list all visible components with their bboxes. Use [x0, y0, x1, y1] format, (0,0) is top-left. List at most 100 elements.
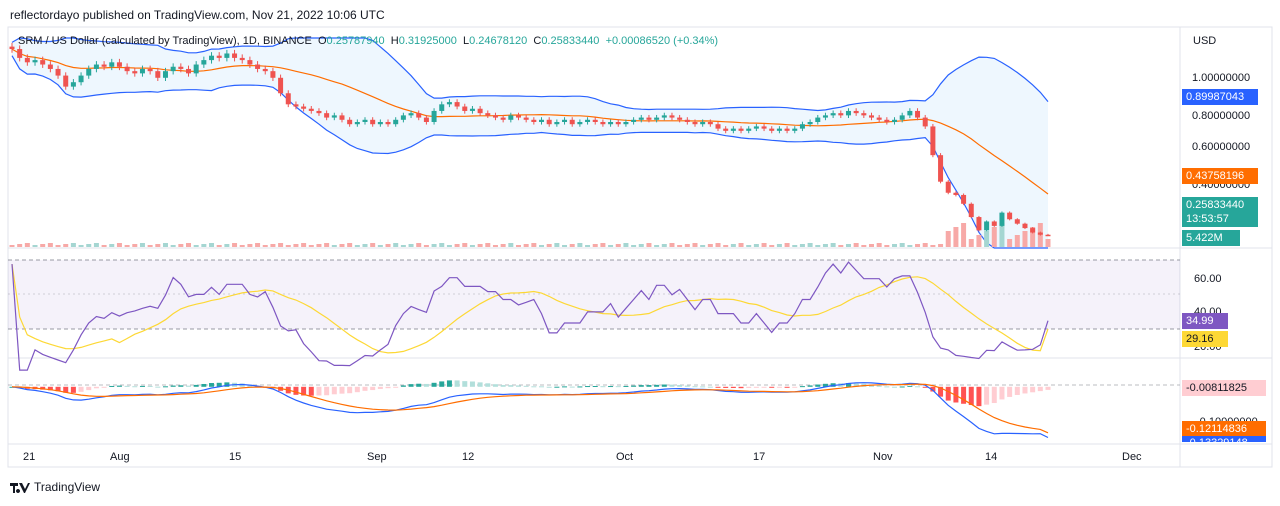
candle-body — [922, 117, 928, 127]
candle-body — [193, 64, 199, 74]
macd-histogram-bar — [868, 384, 874, 387]
volume-bar — [677, 245, 683, 247]
volume-bar — [523, 244, 529, 247]
volume-tag: 5.422M — [1182, 230, 1240, 246]
volume-bar — [393, 243, 399, 247]
macd-histogram-bar — [500, 385, 506, 387]
change-value: +0.00086520 (+0.34%) — [605, 35, 719, 47]
macd-histogram-bar — [892, 386, 898, 388]
candle-body — [385, 122, 391, 125]
volume-bar — [577, 243, 583, 247]
macd-signal-line — [11, 383, 1049, 434]
macd-histogram-bar — [876, 385, 882, 387]
candle-body — [730, 128, 736, 131]
macd-histogram-bar — [301, 386, 307, 396]
volume-bar — [976, 235, 982, 247]
rsi-band — [8, 260, 1180, 329]
macd-histogram-bar — [999, 386, 1005, 400]
candle-body — [531, 119, 537, 122]
candle-body — [331, 115, 337, 118]
volume-bar — [255, 243, 261, 247]
volume-bar — [915, 244, 921, 247]
macd-histogram-bar — [109, 385, 115, 387]
macd-histogram-bar — [408, 384, 414, 387]
volume-bar — [953, 227, 959, 247]
volume-bar — [446, 245, 452, 247]
macd-histogram-bar — [78, 386, 84, 392]
volume-bar — [9, 245, 15, 247]
volume-bar — [861, 245, 867, 247]
volume-bar — [324, 243, 330, 247]
macd-histogram-bar — [922, 386, 928, 388]
candle-body — [807, 122, 813, 125]
macd-histogram-bar — [769, 386, 775, 388]
volume-bar — [776, 244, 782, 247]
macd-histogram-bar — [1030, 386, 1036, 393]
candle-body — [845, 110, 851, 116]
macd-histogram-bar — [477, 382, 483, 387]
candle-body — [500, 117, 506, 120]
macd-histogram-bar — [93, 386, 99, 389]
macd-histogram-bar — [684, 385, 690, 387]
macd-histogram-bar — [454, 380, 460, 387]
macd-histogram-bar — [485, 383, 491, 387]
macd-histogram-bar — [853, 383, 859, 387]
volume-bar — [224, 244, 230, 247]
macd-histogram-bar — [569, 386, 575, 388]
close-label: C — [533, 35, 542, 47]
macd-histogram-bar — [822, 383, 828, 387]
macd-histogram-bar — [377, 386, 383, 389]
candle-body — [700, 122, 706, 125]
price-tick: 0.80000000 — [1192, 110, 1250, 122]
volume-bar — [63, 244, 69, 247]
candle-body — [454, 102, 460, 107]
candle-body — [646, 117, 652, 120]
volume-bar — [531, 243, 537, 247]
candle-body — [961, 194, 967, 204]
volume-bar — [930, 245, 936, 247]
bollinger-basis-line — [11, 48, 1049, 195]
candle-body — [915, 110, 921, 118]
macd-histogram-bar — [531, 386, 537, 388]
tradingview-logo-icon — [10, 482, 30, 493]
candle-body — [293, 104, 299, 107]
macd-histogram-bar — [938, 386, 944, 397]
volume-bar — [155, 244, 161, 247]
macd-histogram-bar — [393, 386, 399, 388]
volume-bar — [124, 245, 130, 247]
candle-body — [485, 113, 491, 116]
candle-body — [347, 119, 353, 125]
volume-bar — [1022, 231, 1028, 247]
macd-histogram-bar — [439, 381, 445, 387]
macd-histogram-bar — [707, 386, 713, 388]
macd-histogram-bar — [354, 386, 360, 393]
volume-bar — [308, 245, 314, 247]
volume-bar — [585, 245, 591, 247]
candle-body — [9, 46, 15, 50]
macd-histogram-bar — [562, 386, 568, 388]
macd-histogram-bar — [700, 386, 706, 388]
candle-body — [124, 66, 130, 72]
macd-histogram-bar — [170, 385, 176, 387]
macd-histogram-bar — [961, 386, 967, 404]
candle-body — [892, 119, 898, 122]
symbol-title[interactable]: SRM / US Dollar (calculated by TradingVi… — [18, 35, 312, 47]
volume-bar — [638, 244, 644, 247]
last-price-tag: 0.25833440 13:53:57 — [1182, 197, 1258, 227]
volume-bar — [408, 244, 414, 247]
candle-body — [239, 57, 245, 61]
macd-histogram-bar — [1014, 386, 1020, 395]
volume-bar — [984, 231, 990, 247]
volume-bar — [400, 245, 406, 247]
candle-body — [838, 113, 844, 116]
volume-bar — [661, 244, 667, 247]
volume-bar — [293, 244, 299, 247]
candle-body — [216, 55, 222, 58]
macd-histogram-bar — [385, 386, 391, 389]
macd-histogram-bar — [1045, 386, 1051, 390]
volume-bar — [270, 244, 276, 247]
high-value: 0.31925000 — [398, 35, 457, 47]
footer-brand[interactable]: TradingView — [10, 480, 100, 494]
macd-histogram-bar — [976, 386, 982, 407]
